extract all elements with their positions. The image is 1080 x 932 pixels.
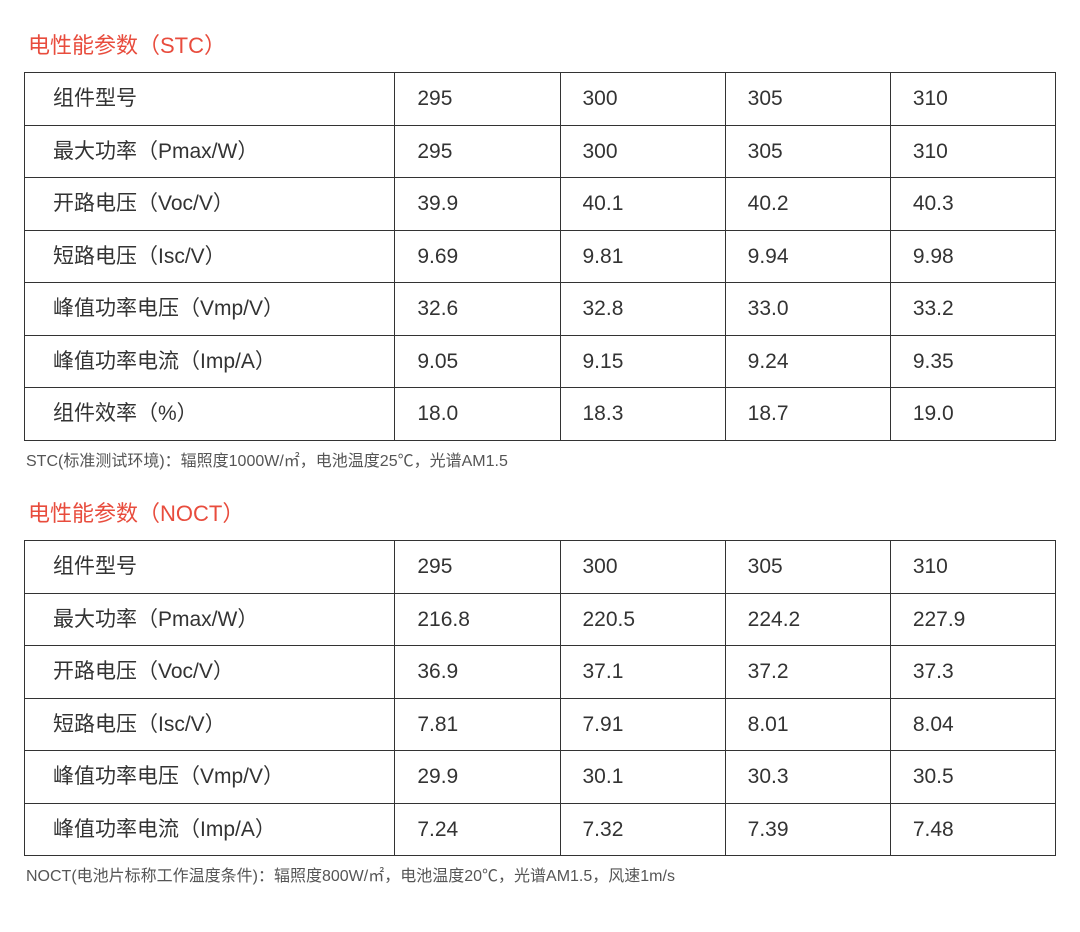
cell: 36.9 [395, 646, 560, 699]
cell: 9.98 [890, 230, 1055, 283]
row-label: 开路电压（Voc/V） [25, 178, 395, 231]
cell: 8.01 [725, 698, 890, 751]
cell: 40.1 [560, 178, 725, 231]
col-header: 310 [890, 73, 1055, 126]
cell: 305 [725, 125, 890, 178]
cell: 7.81 [395, 698, 560, 751]
cell: 18.3 [560, 388, 725, 441]
cell: 9.35 [890, 335, 1055, 388]
cell: 9.94 [725, 230, 890, 283]
cell: 40.2 [725, 178, 890, 231]
cell: 18.7 [725, 388, 890, 441]
cell: 295 [395, 125, 560, 178]
cell: 33.0 [725, 283, 890, 336]
cell: 7.48 [890, 803, 1055, 856]
col-header: 310 [890, 541, 1055, 594]
cell: 29.9 [395, 751, 560, 804]
cell: 7.91 [560, 698, 725, 751]
stc-table: 组件型号 295 300 305 310 最大功率（Pmax/W） 295 30… [24, 72, 1056, 441]
row-label: 峰值功率电压（Vmp/V） [25, 283, 395, 336]
table-row: 组件型号 295 300 305 310 [25, 541, 1056, 594]
col-header: 295 [395, 73, 560, 126]
cell: 7.32 [560, 803, 725, 856]
row-label: 峰值功率电流（Imp/A） [25, 803, 395, 856]
cell: 310 [890, 125, 1055, 178]
col-header: 300 [560, 541, 725, 594]
row-label: 最大功率（Pmax/W） [25, 125, 395, 178]
col-header: 305 [725, 541, 890, 594]
cell: 37.1 [560, 646, 725, 699]
col-header: 300 [560, 73, 725, 126]
noct-footnote: NOCT(电池片标称工作温度条件)：辐照度800W/㎡，电池温度20℃，光谱AM… [24, 864, 1056, 890]
table-row: 峰值功率电流（Imp/A） 7.24 7.32 7.39 7.48 [25, 803, 1056, 856]
col-header-label: 组件型号 [25, 541, 395, 594]
table-row: 峰值功率电流（Imp/A） 9.05 9.15 9.24 9.35 [25, 335, 1056, 388]
noct-table: 组件型号 295 300 305 310 最大功率（Pmax/W） 216.8 … [24, 540, 1056, 856]
cell: 224.2 [725, 593, 890, 646]
cell: 18.0 [395, 388, 560, 441]
cell: 32.8 [560, 283, 725, 336]
row-label: 组件效率（%） [25, 388, 395, 441]
table-row: 最大功率（Pmax/W） 216.8 220.5 224.2 227.9 [25, 593, 1056, 646]
col-header-label: 组件型号 [25, 73, 395, 126]
cell: 9.69 [395, 230, 560, 283]
cell: 30.3 [725, 751, 890, 804]
cell: 37.3 [890, 646, 1055, 699]
table-row: 开路电压（Voc/V） 36.9 37.1 37.2 37.3 [25, 646, 1056, 699]
row-label: 短路电压（Isc/V） [25, 698, 395, 751]
col-header: 305 [725, 73, 890, 126]
cell: 9.81 [560, 230, 725, 283]
stc-footnote: STC(标准测试环境)：辐照度1000W/㎡，电池温度25℃，光谱AM1.5 [24, 449, 1056, 475]
cell: 8.04 [890, 698, 1055, 751]
cell: 9.24 [725, 335, 890, 388]
cell: 32.6 [395, 283, 560, 336]
table-row: 短路电压（Isc/V） 9.69 9.81 9.94 9.98 [25, 230, 1056, 283]
stc-title: 电性能参数（STC） [24, 28, 1056, 60]
cell: 7.24 [395, 803, 560, 856]
table-row: 峰值功率电压（Vmp/V） 29.9 30.1 30.3 30.5 [25, 751, 1056, 804]
table-row: 开路电压（Voc/V） 39.9 40.1 40.2 40.3 [25, 178, 1056, 231]
table-row: 短路电压（Isc/V） 7.81 7.91 8.01 8.04 [25, 698, 1056, 751]
cell: 9.15 [560, 335, 725, 388]
row-label: 峰值功率电压（Vmp/V） [25, 751, 395, 804]
cell: 30.5 [890, 751, 1055, 804]
cell: 216.8 [395, 593, 560, 646]
cell: 227.9 [890, 593, 1055, 646]
row-label: 最大功率（Pmax/W） [25, 593, 395, 646]
cell: 39.9 [395, 178, 560, 231]
row-label: 峰值功率电流（Imp/A） [25, 335, 395, 388]
table-row: 组件效率（%） 18.0 18.3 18.7 19.0 [25, 388, 1056, 441]
table-row: 最大功率（Pmax/W） 295 300 305 310 [25, 125, 1056, 178]
cell: 9.05 [395, 335, 560, 388]
cell: 37.2 [725, 646, 890, 699]
cell: 40.3 [890, 178, 1055, 231]
cell: 19.0 [890, 388, 1055, 441]
cell: 220.5 [560, 593, 725, 646]
cell: 30.1 [560, 751, 725, 804]
cell: 7.39 [725, 803, 890, 856]
cell: 33.2 [890, 283, 1055, 336]
noct-title: 电性能参数（NOCT） [24, 496, 1056, 528]
table-row: 峰值功率电压（Vmp/V） 32.6 32.8 33.0 33.2 [25, 283, 1056, 336]
cell: 300 [560, 125, 725, 178]
col-header: 295 [395, 541, 560, 594]
row-label: 开路电压（Voc/V） [25, 646, 395, 699]
row-label: 短路电压（Isc/V） [25, 230, 395, 283]
table-row: 组件型号 295 300 305 310 [25, 73, 1056, 126]
